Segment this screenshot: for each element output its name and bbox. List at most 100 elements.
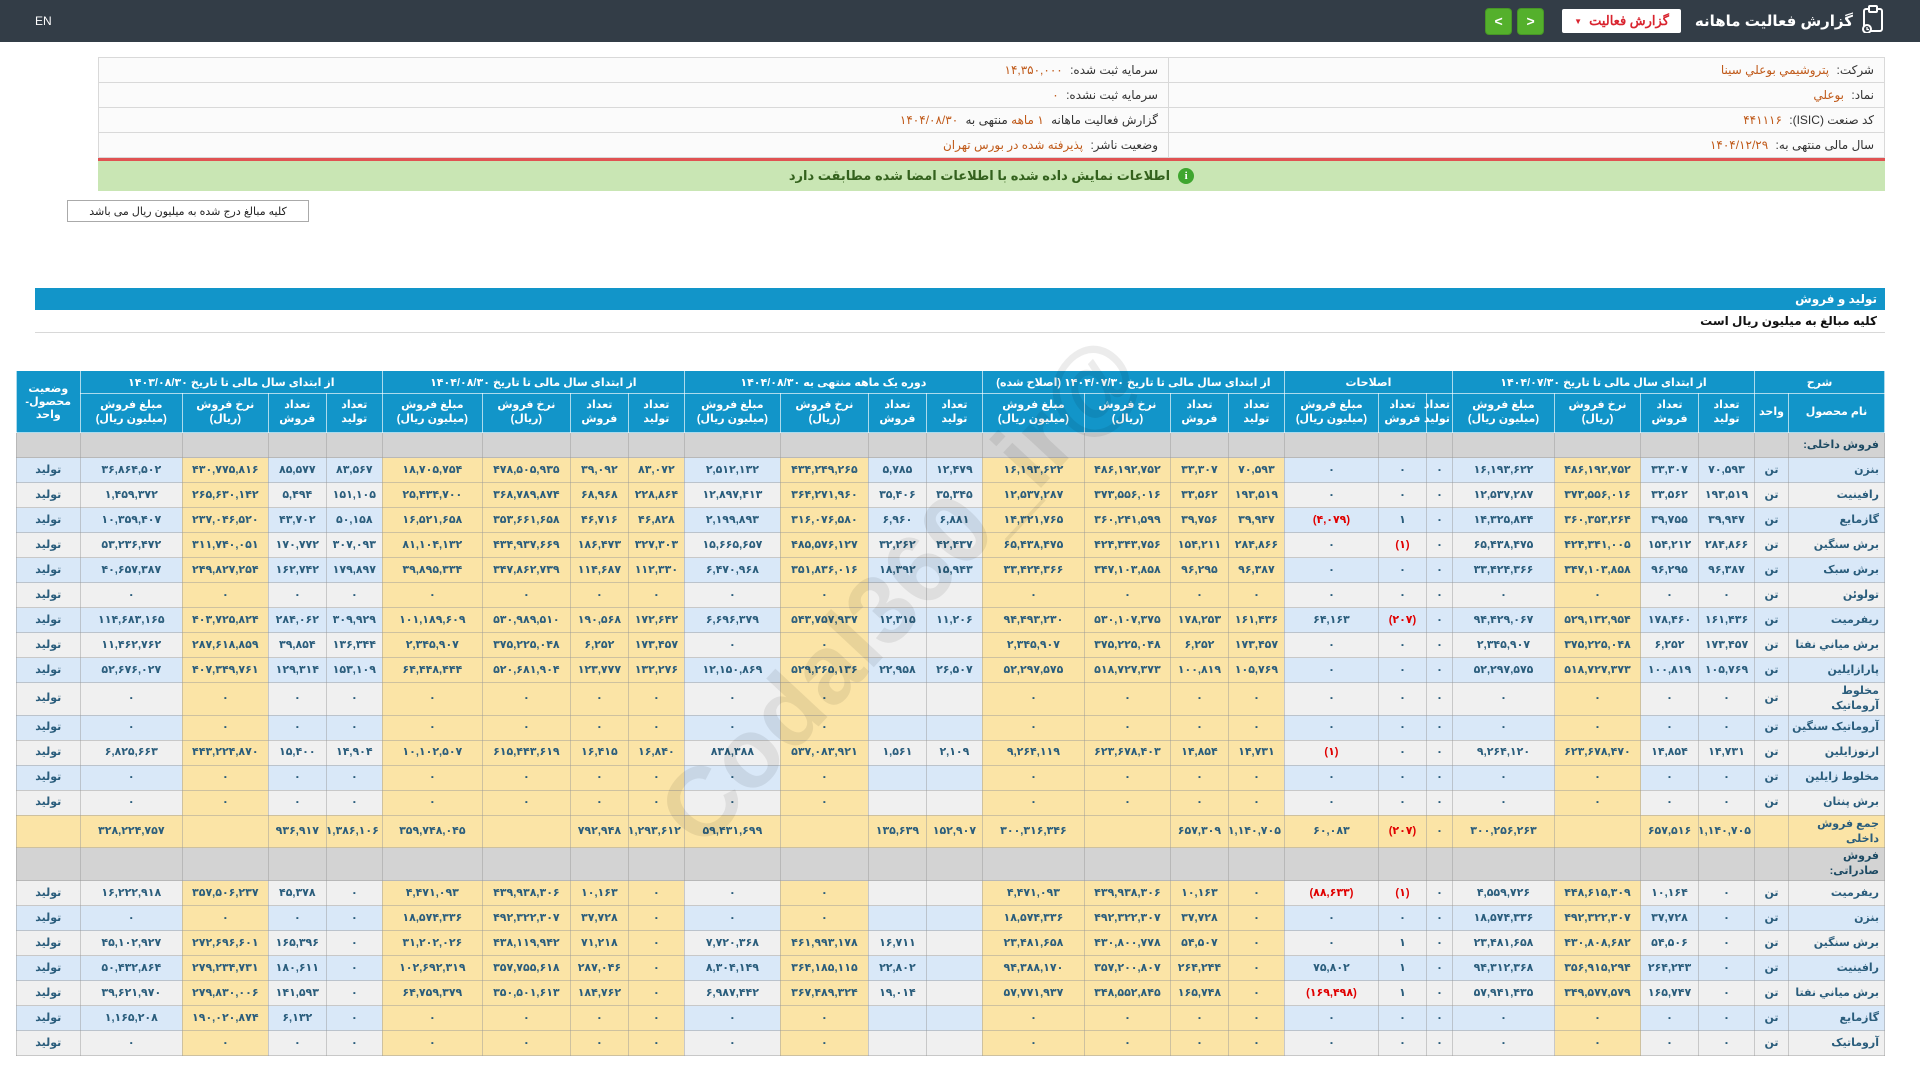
value-cell: ۰ (1640, 714, 1699, 741)
table-cell (569, 432, 629, 458)
product-name: پارازایلین (1788, 657, 1885, 683)
chevron-down-icon: ▼ (1574, 16, 1583, 26)
value-cell: ۳۳,۵۶۲ (1640, 482, 1699, 508)
table-cell (1554, 847, 1641, 882)
value-cell: ۵,۷۸۵ (867, 457, 927, 483)
value-cell: ۱۰,۱۰۲,۵۰۷ (381, 739, 483, 766)
value-cell: ۰ (325, 764, 383, 791)
field-label: سال مالی منتهی به: (1775, 138, 1874, 152)
value-cell: ۴۴۸,۶۱۵,۳۰۹ (1554, 880, 1641, 907)
product-unit: تن (1754, 632, 1789, 658)
status-cell: تولید (15, 905, 81, 932)
value-cell: ۱۱۲,۳۳۰ (627, 557, 685, 583)
value-cell: ۰ (325, 905, 383, 932)
value-cell: ۰ (1283, 789, 1379, 816)
field-label: وضعیت ناشر: (1090, 138, 1158, 152)
value-cell: ۱۵,۹۴۳ (925, 557, 983, 583)
value-cell: ۲۷۹,۲۳۴,۷۳۱ (181, 955, 269, 982)
prev-report-button[interactable]: < (1485, 7, 1513, 35)
value-cell: ۰ (267, 582, 327, 608)
product-row: رافینیت تن ۱۹۳,۵۱۹ ۳۳,۵۶۲ ۳۷۳,۵۵۶,۰۱۶ ۱۲,۵۳۷,… (15, 482, 1885, 508)
value-cell: ۵۴,۵۰۷ (1169, 930, 1229, 957)
value-cell: ۰ (325, 582, 383, 608)
value-cell: ۰ (779, 880, 869, 907)
value-cell: ۵,۴۹۴ (267, 482, 327, 508)
value-cell: ۴۲,۴۳۷ (925, 532, 983, 558)
value-cell: ۱۶۵,۳۹۶ (267, 930, 327, 957)
value-cell: ۴,۴۷۱,۰۹۳ (381, 880, 483, 907)
value-cell: (۸۸,۶۳۳) (1283, 880, 1379, 907)
value-cell: ۰ (1425, 980, 1453, 1007)
value-cell: ۰ (381, 582, 483, 608)
value-cell: ۰ (1227, 905, 1285, 932)
table-cell (181, 847, 269, 882)
value-cell: ۰ (1640, 764, 1699, 791)
value-cell: ۰ (1083, 682, 1171, 716)
field-value: بوعلي (1813, 88, 1845, 102)
value-cell: ۰ (1554, 1030, 1641, 1057)
product-name: رافینیت (1788, 482, 1885, 508)
next-report-button[interactable]: > (1517, 7, 1545, 35)
language-toggle[interactable]: EN (35, 14, 52, 28)
value-cell: ۳۹,۶۲۱,۹۷۰ (79, 980, 183, 1007)
value-cell: ۹۴,۴۹۳,۲۳۰ (981, 607, 1085, 633)
value-cell: ۰ (1640, 1005, 1699, 1032)
value-cell: ۰ (1425, 739, 1453, 766)
table-cell (1377, 847, 1427, 882)
value-cell: ۳۷۵,۲۲۵,۰۴۸ (1554, 632, 1641, 658)
value-cell: ۰ (1640, 1030, 1699, 1057)
value-cell: ۰ (1698, 930, 1755, 957)
table-cell (1083, 432, 1171, 458)
table-cell (1451, 847, 1556, 882)
value-cell: ۱۰,۳۵۹,۴۰۷ (79, 507, 183, 533)
value-cell: ۰ (569, 1005, 629, 1032)
value-cell: ۰ (481, 582, 571, 608)
value-cell: ۱۵۲,۹۰۷ (925, 814, 983, 849)
table-cell (381, 847, 483, 882)
value-cell: ۳۵۷,۲۰۰,۸۰۷ (1083, 955, 1171, 982)
value-cell: (۱) (1377, 880, 1427, 907)
value-cell: ۰ (1283, 557, 1379, 583)
value-cell: ۰ (325, 1030, 383, 1057)
value-cell (867, 764, 927, 791)
value-cell: ۱۶۵,۷۴۸ (1169, 980, 1229, 1007)
value-cell: ۶,۹۸۷,۴۴۲ (683, 980, 781, 1007)
table-cell (1283, 847, 1379, 882)
value-cell: ۰ (1227, 955, 1285, 982)
table-cell (1554, 432, 1641, 458)
value-cell: ۴۳۹,۹۳۸,۳۰۶ (1083, 880, 1171, 907)
field-label: سرمایه ثبت نشده: (1066, 88, 1158, 102)
value-cell: ۲۷۹,۸۳۰,۰۰۶ (181, 980, 269, 1007)
value-cell: ۵۴۳,۷۵۷,۹۳۷ (779, 607, 869, 633)
value-cell: ۰ (325, 955, 383, 982)
value-cell: ۰ (1083, 1005, 1171, 1032)
table-cell (267, 847, 327, 882)
value-cell: ۳۵۹,۷۴۸,۰۴۵ (381, 814, 483, 849)
value-cell: ۰ (1283, 682, 1379, 716)
value-cell: ۰ (981, 1005, 1085, 1032)
value-cell: ۱,۱۶۵,۲۰۸ (79, 1005, 183, 1032)
value-cell: ۰ (1377, 632, 1427, 658)
status-cell: تولید (15, 789, 81, 816)
column-header: نرخ فروش (ریال) (1083, 393, 1171, 433)
value-cell (925, 632, 983, 658)
table-cell (925, 432, 983, 458)
value-cell: ۱۶,۸۴۰ (627, 739, 685, 766)
value-cell: ۰ (1377, 764, 1427, 791)
value-cell: ۰ (1425, 507, 1453, 533)
column-header: تعداد فروش (1640, 393, 1699, 433)
value-cell: ۴۹۲,۳۲۲,۳۰۷ (1083, 905, 1171, 932)
product-name: ریفرمیت (1788, 607, 1885, 633)
production-sales-header: تولید و فروش (35, 288, 1885, 310)
value-cell: (۲۰۷) (1377, 814, 1427, 849)
value-cell: ۱,۳۸۶,۱۰۶ (326, 814, 383, 849)
report-type-button[interactable]: گزارش فعالیت ▼ (1562, 9, 1681, 33)
value-cell: ۰ (325, 1005, 383, 1032)
product-name: بنزن (1788, 457, 1885, 483)
value-cell: ۰ (325, 980, 383, 1007)
product-name: مخلوط آروماتیک (1788, 682, 1885, 716)
report-type-label: گزارش فعالیت (1589, 13, 1669, 28)
value-cell (925, 764, 983, 791)
value-cell: ۰ (1698, 880, 1755, 907)
value-cell: ۷۵,۸۰۲ (1283, 955, 1379, 982)
